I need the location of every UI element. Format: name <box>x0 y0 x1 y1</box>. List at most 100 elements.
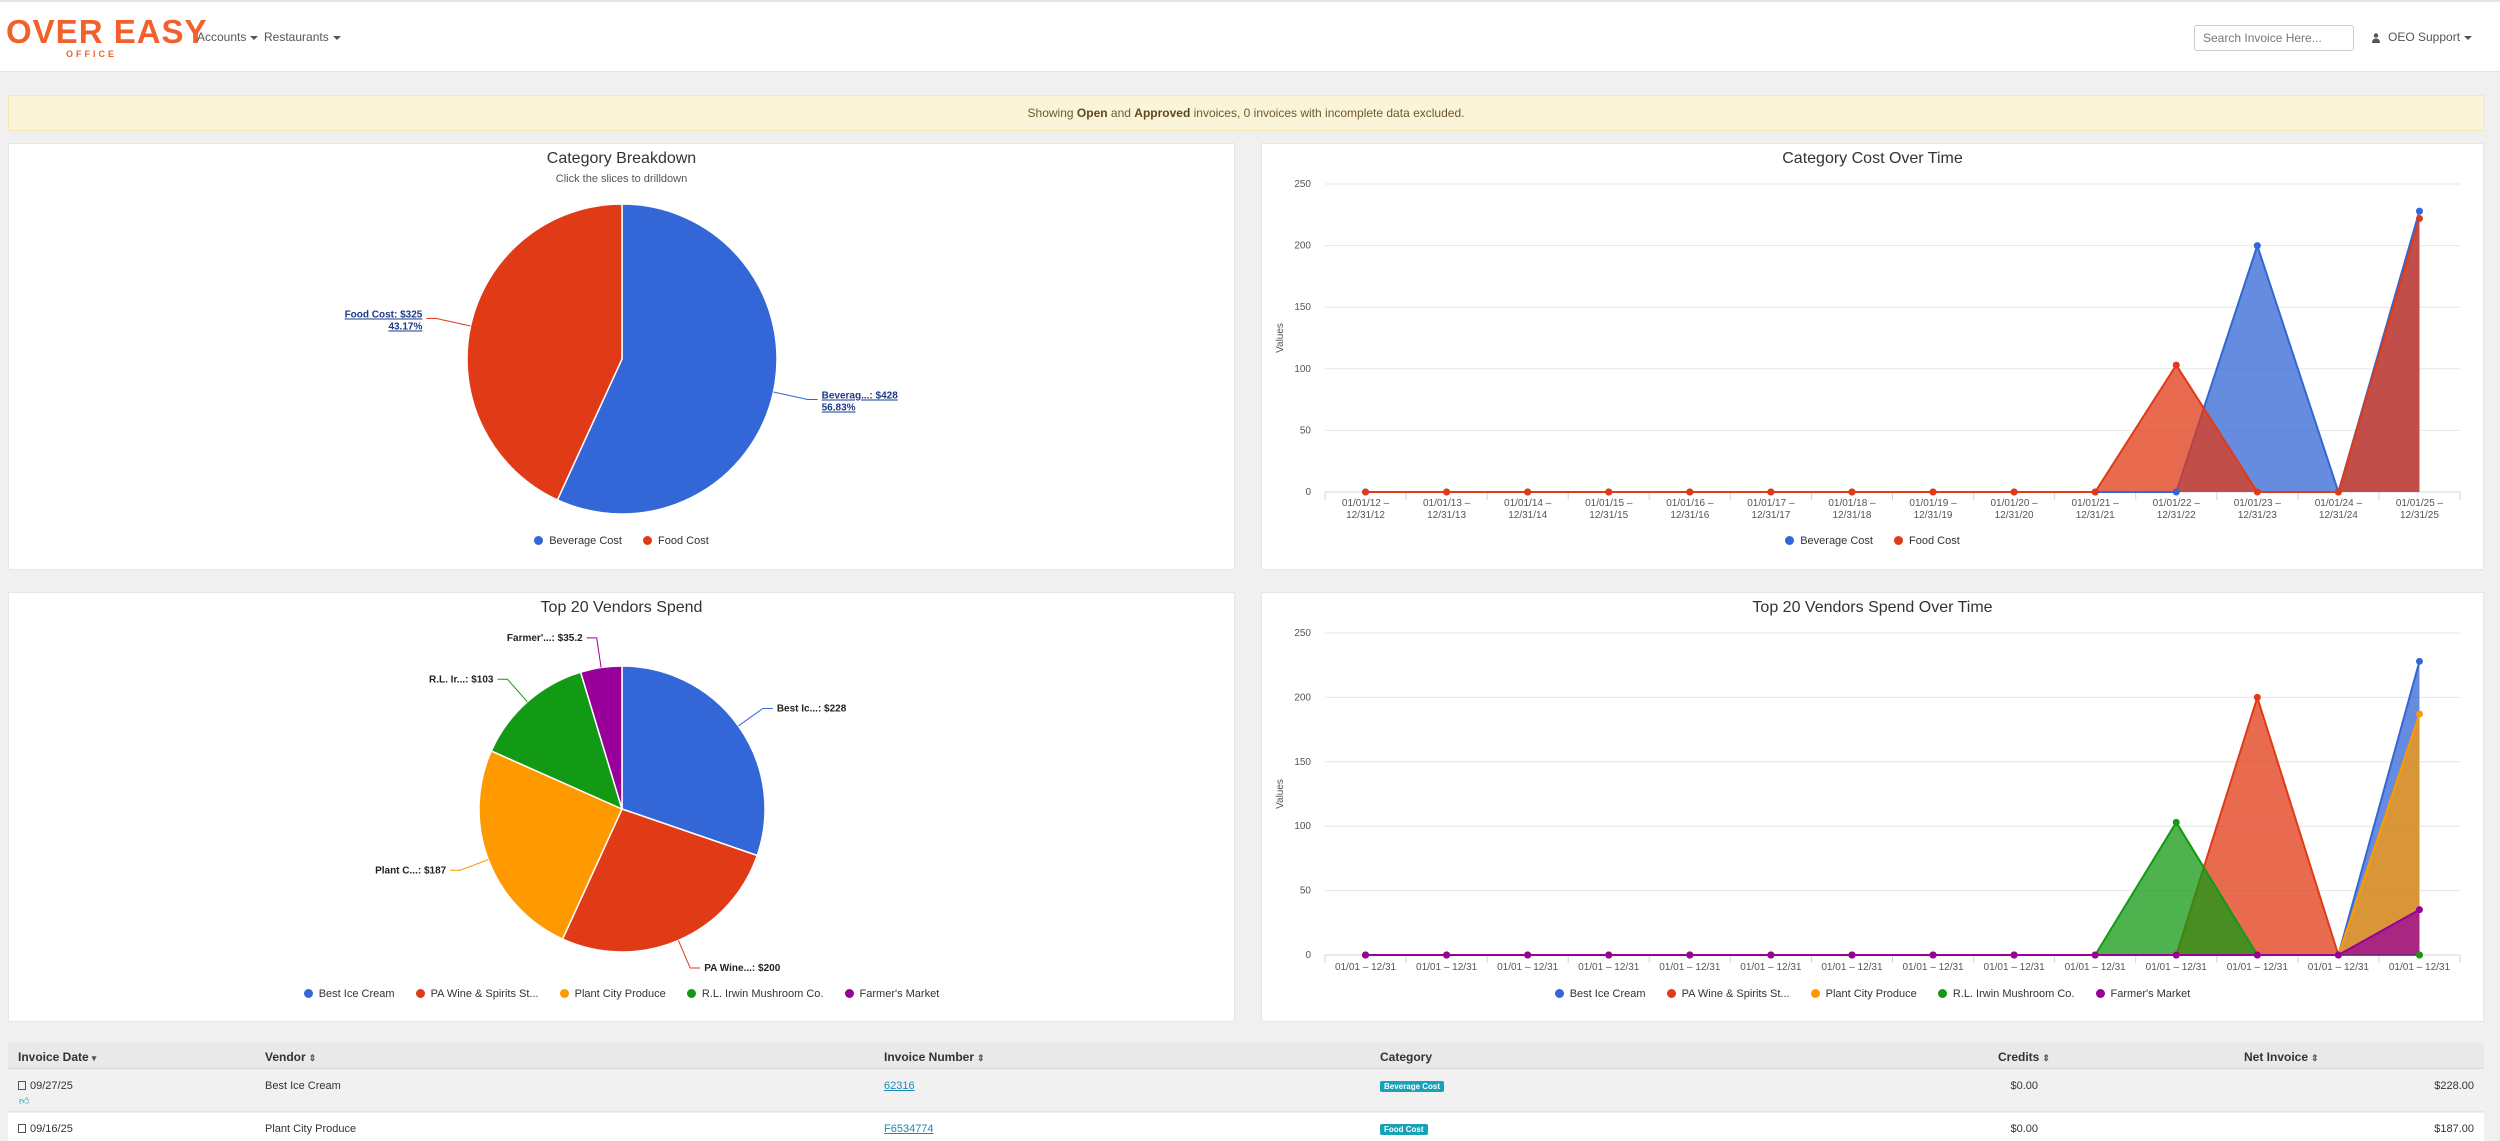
column-header-invoice-date[interactable]: Invoice Date ▾ <box>18 1050 96 1064</box>
header-label: Invoice Date <box>18 1050 89 1064</box>
legend-dot <box>1785 536 1795 545</box>
data-point-farmer-s-market[interactable] <box>2010 951 2018 959</box>
legend-dot <box>1937 989 1947 998</box>
legend-label: Best Ice Cream <box>1569 988 1646 1000</box>
pie-slice-food-cost[interactable] <box>466 203 623 501</box>
data-point-farmer-s-market[interactable] <box>2091 951 2099 959</box>
sort-icon: ⇕ <box>308 1053 317 1063</box>
restaurants-menu[interactable]: Restaurants <box>264 30 341 44</box>
vendors-over-time-title: Top 20 Vendors Spend Over Time <box>1752 599 1993 616</box>
legend-item-pa-wine[interactable]: PA Wine & Spirits St... <box>415 988 539 1000</box>
series-line-farmer-s-market[interactable] <box>1365 908 2420 956</box>
category-badge: Food Cost <box>1380 1124 1428 1135</box>
document-icon[interactable] <box>18 1081 26 1090</box>
data-point-food-cost[interactable] <box>1929 488 1937 496</box>
data-point-r-l-irwin-mushroom-co[interactable] <box>2172 818 2180 826</box>
data-point-farmer-s-market[interactable] <box>2172 951 2180 959</box>
invoice-number-link[interactable]: F6534774 <box>884 1123 934 1135</box>
data-point-farmer-s-market[interactable] <box>1443 951 1451 959</box>
pie-slice-plant-city-produce[interactable] <box>478 749 623 941</box>
table-row[interactable]: 09/27/25 👍︎ Best Ice Cream 62316 Beverag… <box>8 1070 2484 1112</box>
data-point-farmer-s-market[interactable] <box>1524 951 1532 959</box>
data-point-food-cost[interactable] <box>1362 488 1370 496</box>
legend-item-beverage-cost[interactable]: Beverage Cost <box>534 535 622 547</box>
data-point-food-cost[interactable] <box>2010 488 2018 496</box>
legend-dot <box>643 536 653 545</box>
legend-item-food-cost[interactable]: Food Cost <box>643 535 709 547</box>
data-point-food-cost[interactable] <box>1524 488 1532 496</box>
data-point-farmer-s-market[interactable] <box>2415 906 2423 914</box>
series-line-food-cost[interactable] <box>1365 218 2421 493</box>
legend-item-rl-irwin[interactable]: R.L. Irwin Mushroom Co. <box>686 988 823 1000</box>
data-point-beverage-cost[interactable] <box>2253 242 2261 250</box>
data-point-beverage-cost[interactable] <box>2172 488 2180 496</box>
pie-percent-beverage-cost[interactable]: 56.83% <box>822 403 856 414</box>
x-tick-label: 01/01/24 – <box>2315 498 2363 509</box>
document-icon[interactable] <box>18 1124 26 1133</box>
data-point-food-cost[interactable] <box>2091 488 2099 496</box>
data-point-food-cost[interactable] <box>1443 488 1451 496</box>
over-easy-logo[interactable]: OVER EASY OFFICE <box>6 14 207 60</box>
data-point-food-cost[interactable] <box>2253 488 2261 496</box>
data-point-food-cost[interactable] <box>1767 488 1775 496</box>
legend-item-rl-irwin[interactable]: R.L. Irwin Mushroom Co. <box>1937 988 2074 1000</box>
data-point-farmer-s-market[interactable] <box>1767 951 1775 959</box>
data-point-farmer-s-market[interactable] <box>1605 951 1613 959</box>
legend-item-plant-city[interactable]: Plant City Produce <box>559 988 666 1000</box>
data-point-farmer-s-market[interactable] <box>1362 951 1370 959</box>
accounts-menu[interactable]: Accounts <box>197 30 259 44</box>
column-header-invoice-number[interactable]: Invoice Number ⇕ <box>884 1050 985 1064</box>
data-point-pa-wine-spirits-st[interactable] <box>2253 693 2261 701</box>
column-header-credits[interactable]: Credits ⇕ <box>1998 1050 2050 1064</box>
data-point-food-cost[interactable] <box>1686 488 1694 496</box>
y-tick-label: 100 <box>1294 821 1311 832</box>
thumbs-up-icon[interactable]: 👍︎ <box>19 1096 30 1107</box>
pie-label-connector <box>426 317 471 327</box>
alert-approved: Approved <box>1134 106 1191 120</box>
pie-slice-farmer-s-market[interactable] <box>579 665 623 810</box>
net-invoice-cell: $187.00 <box>2434 1123 2474 1135</box>
data-point-farmer-s-market[interactable] <box>1848 951 1856 959</box>
data-point-food-cost[interactable] <box>2415 214 2423 222</box>
legend-label: Farmer's Market <box>859 988 940 1000</box>
data-point-farmer-s-market[interactable] <box>2253 951 2261 959</box>
x-tick-label: 01/01 – 12/31 <box>1335 962 1397 973</box>
data-point-r-l-irwin-mushroom-co[interactable] <box>2415 951 2423 959</box>
data-point-farmer-s-market[interactable] <box>1686 951 1694 959</box>
legend-item-farmers-market[interactable]: Farmer's Market <box>2095 988 2190 1000</box>
column-header-net-invoice[interactable]: Net Invoice ⇕ <box>2244 1050 2319 1064</box>
data-point-best-ice-cream[interactable] <box>2415 657 2423 665</box>
pie-slice-pa-wine-spirits-st[interactable] <box>561 808 759 953</box>
pie-slice-r-l-irwin-mushroom-co[interactable] <box>490 671 624 811</box>
vendor-cell: Plant City Produce <box>265 1123 357 1135</box>
legend-item-farmers-market[interactable]: Farmer's Market <box>844 988 940 1000</box>
data-point-food-cost[interactable] <box>1605 488 1613 496</box>
legend-item-best-ice-cream[interactable]: Best Ice Cream <box>303 988 395 1000</box>
x-tick-label: 12/31/23 <box>2238 510 2277 521</box>
y-tick-label: 50 <box>1300 425 1312 436</box>
column-header-vendor[interactable]: Vendor ⇕ <box>265 1050 316 1064</box>
data-point-food-cost[interactable] <box>2172 361 2180 369</box>
pie-label-beverage-cost[interactable]: Beverag...: $428 <box>822 391 899 402</box>
data-point-beverage-cost[interactable] <box>2415 207 2423 215</box>
legend-item-pa-wine[interactable]: PA Wine & Spirits St... <box>1666 988 1790 1000</box>
data-point-farmer-s-market[interactable] <box>2334 951 2342 959</box>
data-point-food-cost[interactable] <box>2334 488 2342 496</box>
pie-slice-best-ice-cream[interactable] <box>621 665 766 857</box>
data-point-plant-city-produce[interactable] <box>2415 710 2423 718</box>
y-tick-label: 250 <box>1294 179 1311 190</box>
data-point-food-cost[interactable] <box>1848 488 1856 496</box>
user-menu[interactable]: OEO Support <box>2372 30 2473 44</box>
pie-label-food-cost[interactable]: Food Cost: $325 <box>345 309 423 320</box>
legend-item-plant-city[interactable]: Plant City Produce <box>1810 988 1917 1000</box>
legend-item-food-cost[interactable]: Food Cost <box>1894 535 1960 547</box>
table-row[interactable]: 09/16/25 Plant City Produce F6534774 Foo… <box>8 1113 2484 1141</box>
y-tick-label: 100 <box>1294 364 1311 375</box>
invoice-number-link[interactable]: 62316 <box>884 1080 915 1092</box>
legend-item-beverage-cost[interactable]: Beverage Cost <box>1785 535 1873 547</box>
data-point-farmer-s-market[interactable] <box>1929 951 1937 959</box>
legend-item-best-ice-cream[interactable]: Best Ice Cream <box>1554 988 1646 1000</box>
invoice-search-input[interactable] <box>2194 25 2354 51</box>
pie-percent-food-cost[interactable]: 43.17% <box>388 321 422 332</box>
x-tick-label: 12/31/17 <box>1751 510 1790 521</box>
